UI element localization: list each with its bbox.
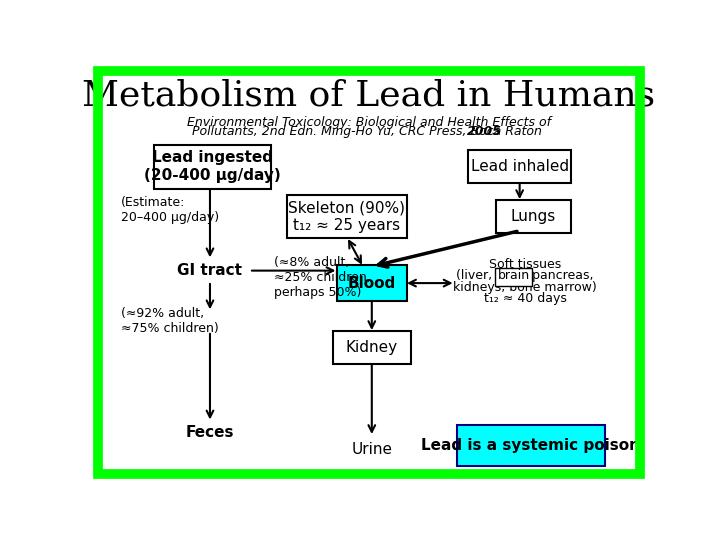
Text: brain: brain — [498, 269, 530, 282]
Text: (≈8% adult,
≈25% children,
perhaps 50%): (≈8% adult, ≈25% children, perhaps 50%) — [274, 256, 371, 299]
Text: kidneys, bone marrow): kidneys, bone marrow) — [454, 281, 597, 294]
Text: Lungs: Lungs — [511, 209, 557, 224]
FancyBboxPatch shape — [287, 195, 407, 238]
FancyBboxPatch shape — [495, 268, 533, 286]
Text: GI tract: GI tract — [177, 263, 243, 278]
Text: Environmental Toxicology: Biological and Health Effects of: Environmental Toxicology: Biological and… — [187, 116, 551, 129]
Text: (liver,          pancreas,: (liver, pancreas, — [456, 269, 594, 282]
FancyBboxPatch shape — [154, 145, 271, 188]
FancyBboxPatch shape — [496, 200, 571, 233]
Text: Skeleton (90%)
t₁₂ ≈ 25 years: Skeleton (90%) t₁₂ ≈ 25 years — [288, 200, 405, 233]
Text: Blood: Blood — [348, 275, 396, 291]
FancyBboxPatch shape — [457, 425, 605, 465]
Text: (Estimate:
20–400 μg/day): (Estimate: 20–400 μg/day) — [121, 197, 219, 224]
Text: Feces: Feces — [186, 426, 234, 440]
Text: Lead inhaled: Lead inhaled — [471, 159, 569, 174]
Text: Soft tissues: Soft tissues — [489, 258, 562, 271]
Text: (≈92% adult,
≈75% children): (≈92% adult, ≈75% children) — [121, 307, 218, 334]
Text: t₁₂ ≈ 40 days: t₁₂ ≈ 40 days — [484, 292, 567, 305]
Text: Metabolism of Lead in Humans: Metabolism of Lead in Humans — [82, 79, 656, 113]
Text: Kidney: Kidney — [346, 340, 398, 355]
FancyBboxPatch shape — [337, 266, 407, 301]
Text: 2005: 2005 — [467, 125, 503, 138]
Text: Pollutants, 2nd Edn. Ming-Ho Yu, CRC Press, Boca Raton: Pollutants, 2nd Edn. Ming-Ho Yu, CRC Pre… — [192, 125, 546, 138]
Text: Lead is a systemic poison: Lead is a systemic poison — [421, 438, 640, 453]
FancyBboxPatch shape — [468, 151, 571, 183]
Text: Lead ingested
(20-400 μg/day): Lead ingested (20-400 μg/day) — [145, 151, 281, 183]
Text: Urine: Urine — [351, 442, 392, 457]
FancyBboxPatch shape — [333, 332, 411, 364]
